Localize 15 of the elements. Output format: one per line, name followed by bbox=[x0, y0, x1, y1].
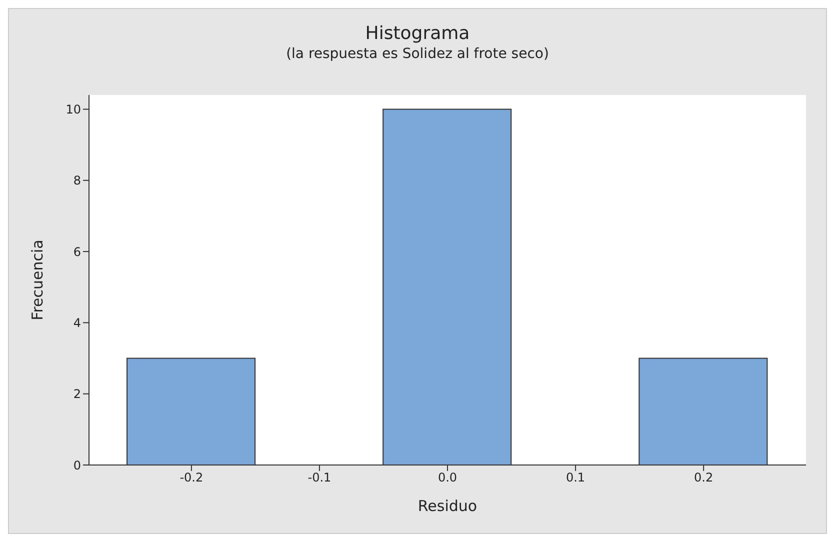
x-tick-label: -0.1 bbox=[308, 470, 332, 485]
y-tick-label: 10 bbox=[66, 102, 81, 116]
y-axis-title: Frecuencia bbox=[28, 240, 46, 320]
x-tick-label: 0.2 bbox=[694, 470, 714, 485]
x-tick-label: 0.0 bbox=[438, 470, 458, 485]
chart-title: Histograma bbox=[364, 23, 471, 44]
y-tick-label: 8 bbox=[73, 174, 81, 188]
y-tick-label: 2 bbox=[73, 387, 81, 402]
chart-subtitle: (la respuesta es Solidez al frote seco) bbox=[285, 46, 550, 62]
y-tick-label: 6 bbox=[73, 244, 81, 259]
x-axis-title: Residuo bbox=[418, 497, 478, 515]
x-tick-label: -0.2 bbox=[180, 470, 204, 485]
y-tick-label: 0 bbox=[73, 458, 81, 472]
y-tick-label: 4 bbox=[73, 316, 81, 330]
x-tick-label: 0.1 bbox=[566, 470, 586, 485]
